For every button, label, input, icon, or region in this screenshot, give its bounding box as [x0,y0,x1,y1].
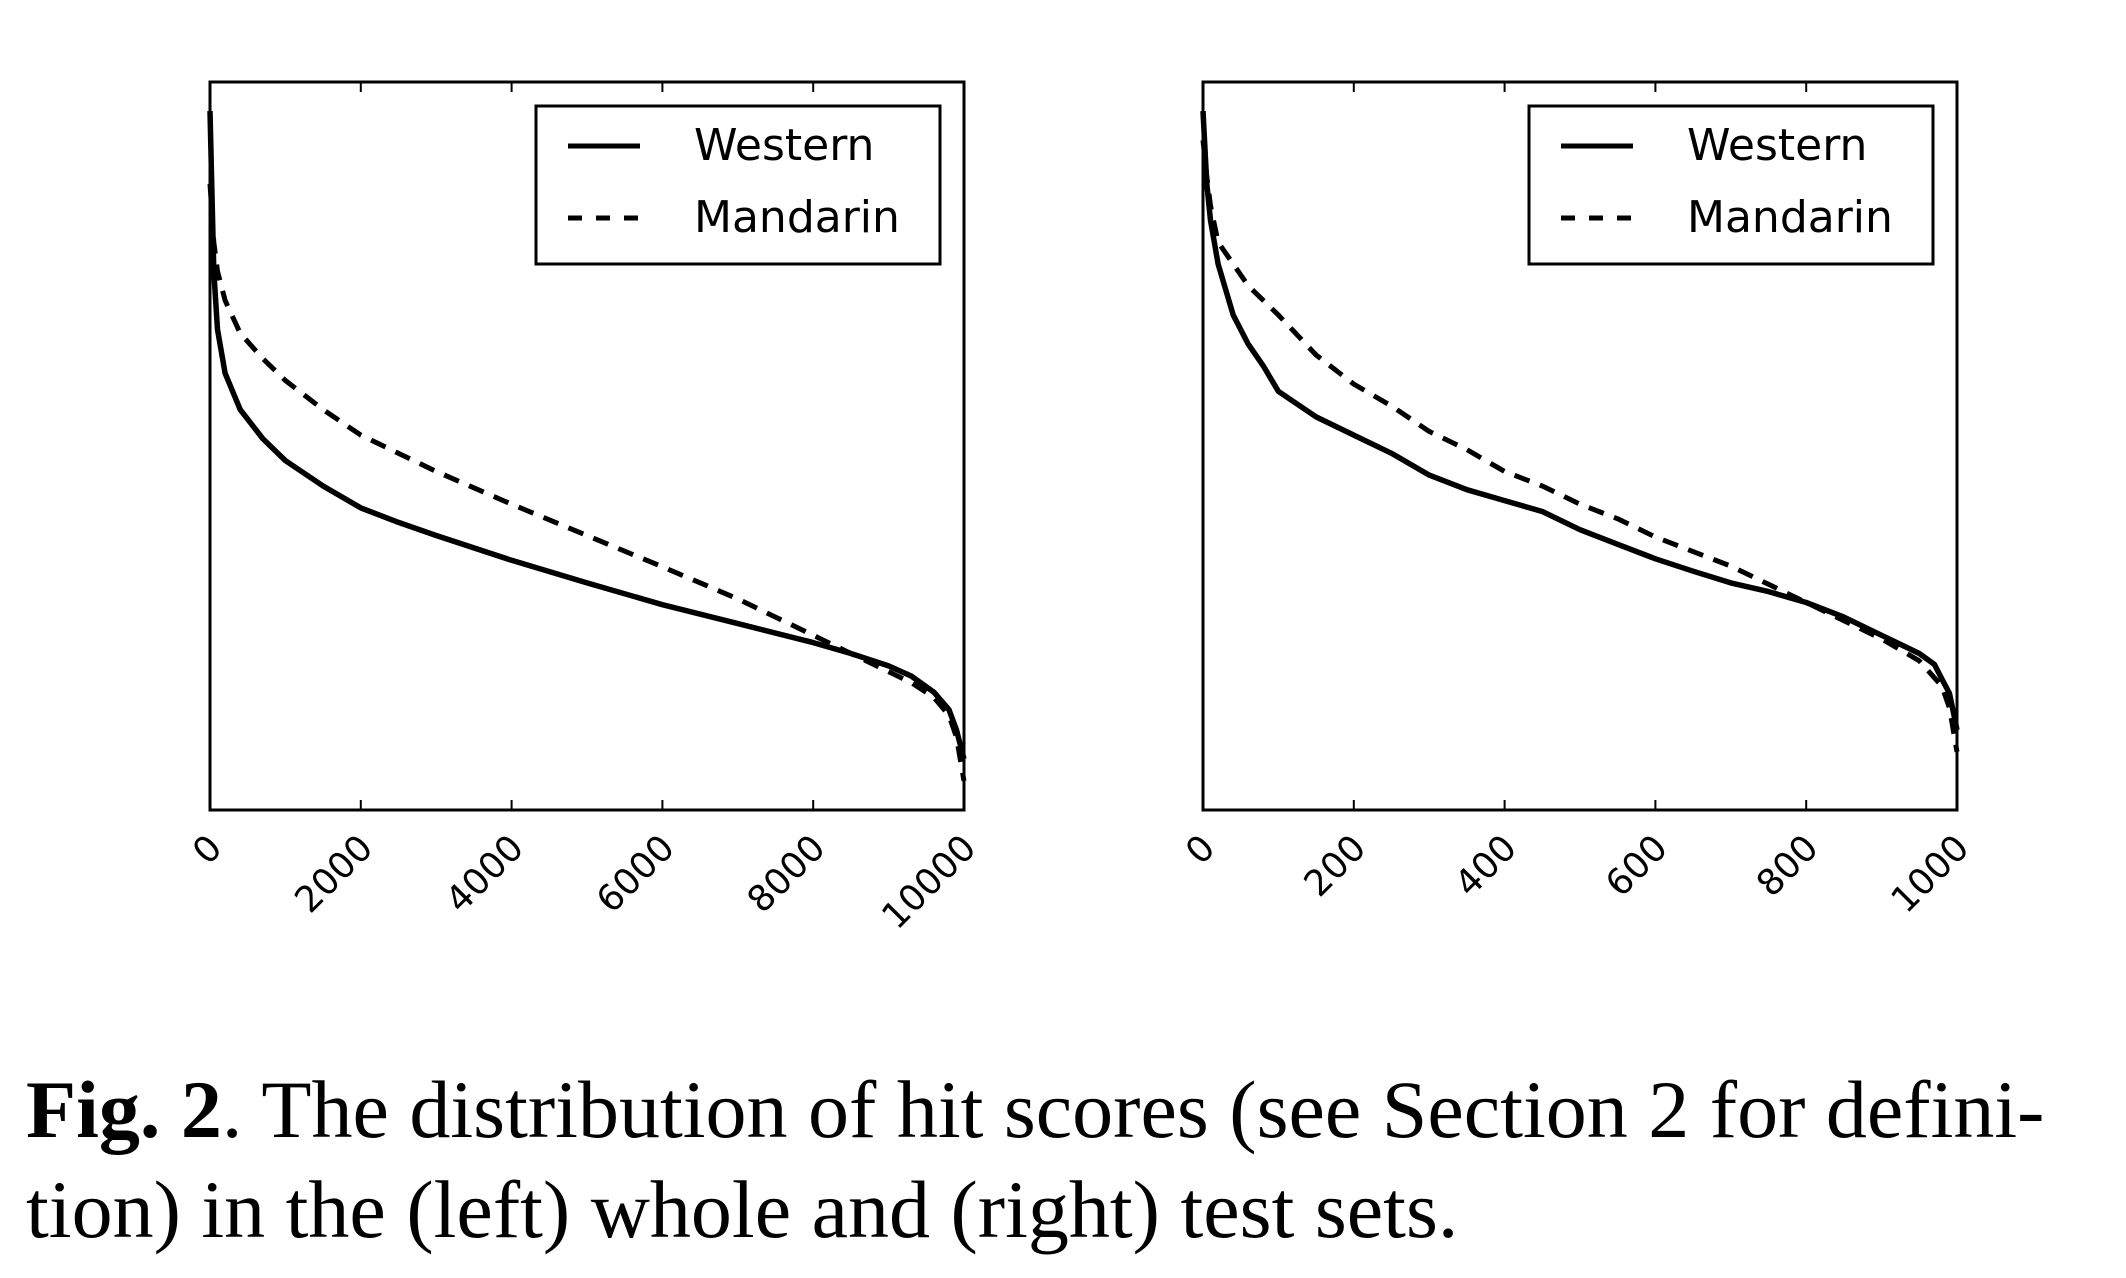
x-tick-label: 800 [1749,827,1827,905]
x-tick-label: 10000 [874,827,984,937]
left-chart: 0 2000 4000 6000 8000 10000 Western Mandarin [185,80,984,937]
legend-label-western: Western [694,120,874,171]
series-line-western [1200,110,1960,731]
caption-text: . The distribution of hit scores (see Se… [26,1064,2045,1255]
plot-frame [1201,80,1959,812]
legend-label-mandarin: Mandarin [1687,192,1893,243]
x-tick-label: 2000 [287,827,381,921]
plot-frame [208,80,966,812]
caption-label: Fig. 2 [26,1064,222,1155]
legend-label-mandarin: Mandarin [694,192,900,243]
x-tick-label: 0 [185,827,230,872]
x-tick-label: 8000 [740,827,834,921]
series-line-mandarin [207,183,967,782]
x-tick-label: 6000 [589,827,683,921]
x-tick-label: 4000 [438,827,532,921]
series-line-western [207,111,967,760]
legend-box [1527,104,1935,266]
x-tick-label: 0 [1178,827,1223,872]
x-tick-label: 1000 [1884,827,1978,921]
x-tick-label: 400 [1447,827,1525,905]
legend-box [534,104,942,266]
legend-label-western: Western [1687,120,1867,171]
figure-caption: Fig. 2. The distribution of hit scores (… [26,1060,2106,1260]
series-line-mandarin [1200,139,1960,753]
x-tick-label: 600 [1598,827,1676,905]
right-chart: 0 200 400 600 800 1000 Western Mandarin [1178,80,1978,921]
x-tick-label: 200 [1297,827,1375,905]
